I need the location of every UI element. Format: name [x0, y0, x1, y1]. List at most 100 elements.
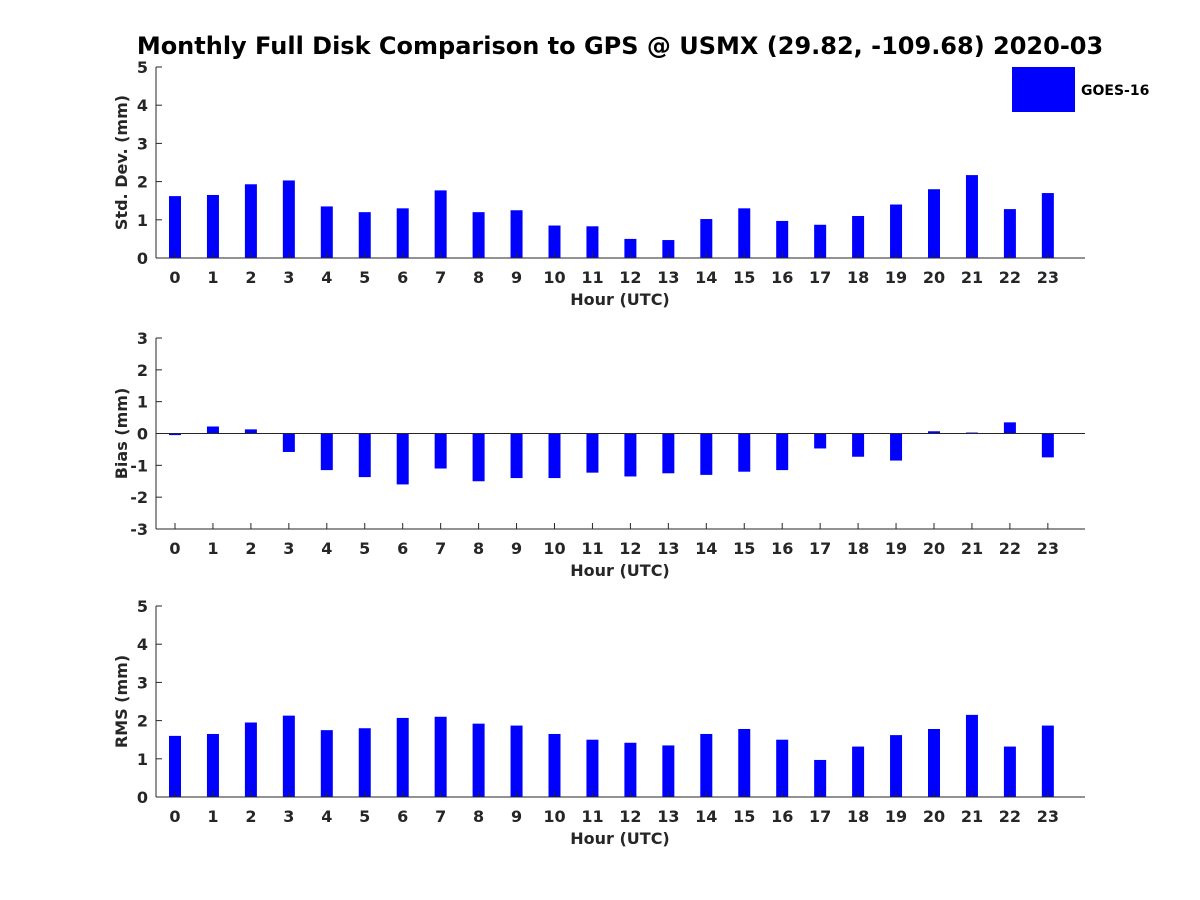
- x-tick-label: 18: [847, 807, 869, 826]
- y-tick-label: 5: [137, 58, 148, 77]
- bar-hour-15: [738, 208, 751, 258]
- bar-hour-19: [890, 433, 903, 461]
- legend-swatch-goes-16: [1012, 67, 1075, 112]
- x-tick-label: 7: [435, 807, 446, 826]
- bar-hour-7: [434, 433, 447, 469]
- bar-hour-7: [434, 716, 447, 797]
- bar-hour-5: [358, 728, 371, 797]
- bar-series: [169, 175, 1054, 258]
- x-tick-label: 20: [923, 539, 945, 558]
- bar-hour-23: [1041, 725, 1054, 797]
- y-tick-label: 1: [137, 393, 148, 412]
- y-tick-label: 5: [137, 597, 148, 616]
- y-tick-label: -3: [130, 520, 148, 539]
- x-tick-label: 13: [657, 539, 679, 558]
- bar-hour-21: [965, 175, 978, 258]
- x-axis-label: Hour (UTC): [570, 561, 670, 580]
- bar-hour-3: [282, 715, 295, 797]
- bar-hour-6: [396, 433, 409, 485]
- bar-hour-16: [776, 433, 789, 471]
- x-tick-label: 5: [359, 807, 370, 826]
- bar-hour-9: [510, 725, 523, 797]
- bar-series: [169, 714, 1054, 797]
- bar-hour-10: [548, 225, 561, 258]
- bar-hour-18: [852, 433, 865, 457]
- x-tick-label: 10: [543, 807, 565, 826]
- x-tick-label: 19: [885, 807, 907, 826]
- x-tick-label: 18: [847, 268, 869, 287]
- bar-hour-12: [624, 742, 637, 797]
- y-tick-label: 4: [137, 96, 148, 115]
- y-tick-label: 4: [137, 635, 148, 654]
- bar-hour-19: [890, 204, 903, 258]
- bar-hour-8: [472, 212, 485, 258]
- x-tick-label: 6: [397, 539, 408, 558]
- x-tick-label: 18: [847, 539, 869, 558]
- y-tick-label: 0: [137, 249, 148, 268]
- bar-hour-16: [776, 220, 789, 258]
- x-tick-label: 0: [169, 807, 180, 826]
- bar-hour-14: [700, 433, 713, 475]
- bar-hour-23: [1041, 433, 1054, 458]
- y-tick-label: -1: [130, 456, 148, 475]
- x-tick-label: 0: [169, 539, 180, 558]
- y-axis-label: RMS (mm): [112, 655, 131, 748]
- x-tick-label: 23: [1037, 539, 1059, 558]
- bar-hour-22: [1003, 209, 1016, 258]
- x-tick-label: 21: [961, 268, 983, 287]
- x-tick-label: 16: [771, 539, 793, 558]
- bar-hour-1: [206, 733, 219, 797]
- x-tick-label: 7: [435, 539, 446, 558]
- bar-hour-12: [624, 238, 637, 258]
- bar-hour-11: [586, 739, 599, 797]
- x-tick-label: 23: [1037, 807, 1059, 826]
- x-tick-label: 8: [473, 539, 484, 558]
- y-tick-label: 3: [137, 673, 148, 692]
- x-tick-label: 9: [511, 268, 522, 287]
- bar-hour-20: [928, 189, 940, 258]
- y-tick-label: 0: [137, 425, 148, 444]
- x-tick-label: 6: [397, 807, 408, 826]
- bar-hour-1: [206, 194, 219, 258]
- x-tick-label: 14: [695, 539, 717, 558]
- x-tick-label: 3: [283, 539, 294, 558]
- bar-hour-4: [320, 730, 333, 797]
- bar-hour-8: [472, 433, 485, 482]
- x-tick-label: 0: [169, 268, 180, 287]
- y-tick-label: -2: [130, 488, 148, 507]
- x-tick-label: 7: [435, 268, 446, 287]
- y-tick-label: 3: [137, 134, 148, 153]
- x-tick-label: 9: [511, 539, 522, 558]
- x-tick-label: 9: [511, 807, 522, 826]
- bar-hour-13: [662, 433, 675, 474]
- bar-hour-23: [1041, 193, 1054, 258]
- bar-hour-13: [662, 240, 675, 258]
- bar-hour-17: [814, 759, 827, 797]
- x-tick-label: 12: [619, 807, 641, 826]
- x-tick-label: 6: [397, 268, 408, 287]
- y-tick-label: 1: [137, 750, 148, 769]
- x-tick-label: 11: [581, 807, 603, 826]
- x-tick-label: 5: [359, 539, 370, 558]
- x-tick-label: 10: [543, 539, 565, 558]
- y-axis-label: Bias (mm): [112, 388, 131, 480]
- x-axis-label: Hour (UTC): [570, 829, 670, 848]
- x-tick-label: 23: [1037, 268, 1059, 287]
- bar-hour-2: [244, 429, 257, 434]
- bar-hour-17: [814, 433, 827, 449]
- x-tick-label: 17: [809, 268, 831, 287]
- bar-hour-11: [586, 226, 599, 258]
- bar-hour-18: [852, 746, 865, 797]
- bar-hour-7: [434, 190, 447, 258]
- legend-label: GOES-16: [1081, 83, 1149, 99]
- bar-hour-4: [320, 433, 333, 471]
- x-tick-label: 22: [999, 807, 1021, 826]
- bar-series: [169, 422, 1054, 485]
- bar-hour-9: [510, 433, 523, 479]
- x-tick-label: 11: [581, 268, 603, 287]
- y-tick-label: 2: [137, 712, 148, 731]
- x-tick-label: 2: [245, 539, 256, 558]
- bar-hour-21: [965, 714, 978, 797]
- x-tick-label: 13: [657, 268, 679, 287]
